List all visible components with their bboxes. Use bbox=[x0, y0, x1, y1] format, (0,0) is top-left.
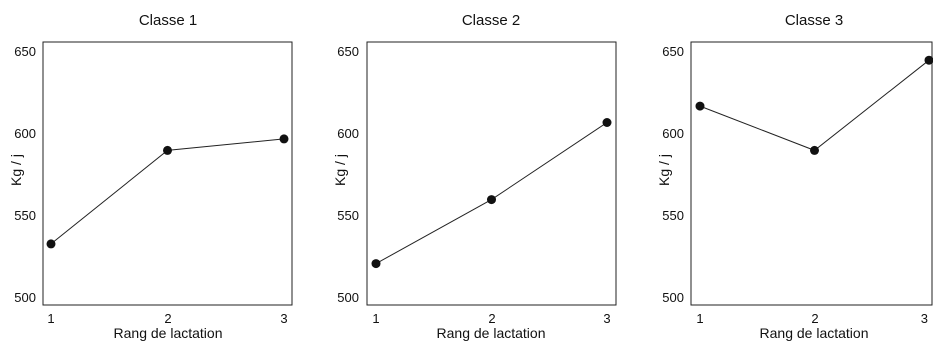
data-point bbox=[163, 145, 172, 155]
x-tick-label: 3 bbox=[280, 311, 287, 326]
series-line bbox=[375, 122, 608, 265]
y-tick-label: 600 bbox=[337, 126, 359, 141]
chart-title: Classe 1 bbox=[139, 12, 197, 29]
series-line bbox=[699, 59, 930, 151]
x-tick-label: 3 bbox=[921, 311, 928, 326]
x-axis: 1 2 3 bbox=[47, 311, 287, 326]
series-marks bbox=[46, 134, 289, 249]
x-axis-label: Rang de lactation bbox=[114, 325, 223, 341]
y-tick-label: 500 bbox=[662, 290, 684, 305]
data-point bbox=[602, 118, 612, 127]
y-tick-label: 500 bbox=[14, 290, 36, 305]
chart-title: Classe 2 bbox=[462, 12, 520, 29]
plot-frame bbox=[42, 41, 293, 306]
x-tick-label: 2 bbox=[811, 311, 818, 326]
x-axis-label: Rang de lactation bbox=[760, 325, 869, 341]
series-marks bbox=[695, 55, 933, 155]
data-point bbox=[279, 134, 289, 144]
y-axis-label: Kg / j bbox=[656, 154, 672, 186]
y-tick-label: 600 bbox=[14, 126, 36, 141]
y-tick-label: 600 bbox=[662, 126, 684, 141]
y-tick-label: 650 bbox=[662, 44, 684, 59]
x-tick-label: 2 bbox=[164, 311, 171, 326]
x-tick-label: 1 bbox=[696, 311, 703, 326]
y-tick-label: 550 bbox=[14, 208, 36, 223]
y-axis: 500 550 600 650 bbox=[662, 44, 684, 305]
data-point bbox=[810, 145, 819, 155]
x-axis-label: Rang de lactation bbox=[437, 325, 546, 341]
x-tick-label: 1 bbox=[47, 311, 54, 326]
x-tick-label: 3 bbox=[603, 311, 610, 326]
data-point bbox=[46, 239, 56, 249]
data-point bbox=[371, 259, 381, 269]
x-tick-label: 2 bbox=[488, 311, 495, 326]
x-axis: 1 2 3 bbox=[696, 311, 928, 326]
chart-panel-2: Classe 2 500 550 600 650 1 2 3 Rang de l… bbox=[332, 12, 617, 341]
data-point bbox=[487, 195, 496, 205]
data-point bbox=[924, 55, 933, 65]
plot-frame bbox=[690, 41, 933, 306]
y-axis: 500 550 600 650 bbox=[337, 44, 359, 305]
y-tick-label: 500 bbox=[337, 290, 359, 305]
y-tick-label: 650 bbox=[337, 44, 359, 59]
y-axis-label: Kg / j bbox=[8, 154, 24, 186]
chart-panel-1: Classe 1 500 550 600 650 1 2 3 Rang de l… bbox=[8, 12, 293, 341]
chart-panel-3: Classe 3 500 550 600 650 1 2 3 Rang de l… bbox=[656, 12, 933, 341]
series-marks bbox=[371, 118, 612, 269]
chart-title: Classe 3 bbox=[785, 12, 843, 29]
plot-frame bbox=[366, 41, 617, 306]
y-axis-label: Kg / j bbox=[332, 154, 348, 186]
y-tick-label: 550 bbox=[337, 208, 359, 223]
x-axis: 1 2 3 bbox=[372, 311, 610, 326]
y-tick-label: 550 bbox=[662, 208, 684, 223]
x-tick-label: 1 bbox=[372, 311, 379, 326]
data-point bbox=[695, 101, 705, 111]
y-tick-label: 650 bbox=[14, 44, 36, 59]
y-axis: 500 550 600 650 bbox=[14, 44, 36, 305]
